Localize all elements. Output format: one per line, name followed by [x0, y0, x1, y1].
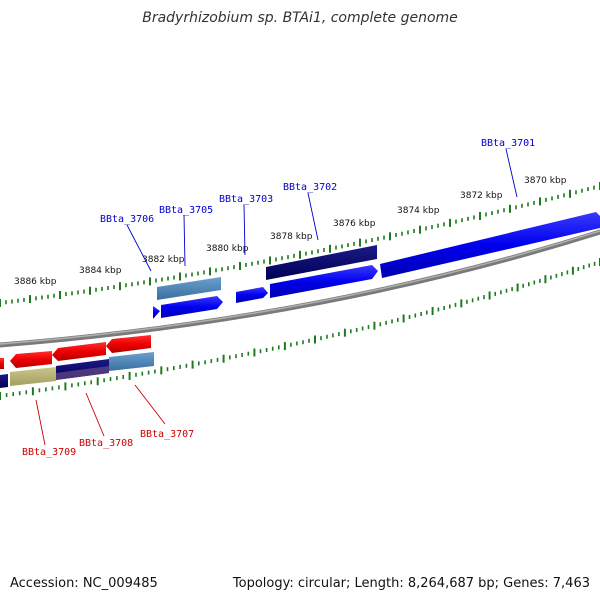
- scale-label-3876: 3876 kbp: [333, 219, 376, 229]
- gene-bar-3709[interactable]: [10, 367, 56, 386]
- reverse-strand: [0, 335, 154, 388]
- tick-row-forward: [0, 182, 600, 307]
- genome-backbone-highlight: [0, 230, 600, 345]
- leader-3709: [35, 399, 46, 446]
- leader-3707: [134, 384, 166, 425]
- gene-bar-3708-red[interactable]: [52, 342, 106, 361]
- gene-label-3708[interactable]: BBta_3708: [79, 438, 133, 449]
- forward-strand: [153, 212, 600, 319]
- genome-summary-text: Topology: circular; Length: 8,264,687 bp…: [232, 576, 590, 591]
- gene-bar-forward-navy[interactable]: [266, 245, 377, 280]
- gene-bar-forward-upper[interactable]: [270, 265, 378, 298]
- gene-label-3703[interactable]: BBta_3703: [219, 194, 273, 205]
- gene-bar-forward-long[interactable]: [380, 212, 600, 278]
- accession-text: Accession: NC_009485: [10, 576, 158, 591]
- gene-bar-reverse-tip[interactable]: [0, 358, 4, 369]
- gene-bar-3705[interactable]: [157, 277, 221, 300]
- genome-backbone: [0, 229, 600, 348]
- scale-label-3884: 3884 kbp: [79, 266, 122, 276]
- gene-label-3705[interactable]: BBta_3705: [159, 205, 213, 216]
- gene-bar-lower-navy-edge[interactable]: [0, 374, 8, 388]
- scale-label-3874: 3874 kbp: [397, 206, 440, 216]
- leader-3708: [85, 392, 105, 437]
- scale-label-3878: 3878 kbp: [270, 232, 313, 242]
- leader-3701: [505, 148, 518, 198]
- map-title: Bradyrhizobium sp. BTAi1, complete genom…: [142, 10, 458, 26]
- leader-3706: [126, 224, 152, 272]
- gene-label-3702[interactable]: BBta_3702: [283, 182, 337, 193]
- tick-row-reverse: [0, 258, 600, 400]
- scale-label-3870: 3870 kbp: [524, 176, 567, 186]
- gene-bar-3706-tip[interactable]: [153, 306, 160, 319]
- gene-bar-3706[interactable]: [161, 296, 223, 318]
- gene-bar-3709-red[interactable]: [10, 351, 52, 368]
- scale-label-3872: 3872 kbp: [460, 191, 503, 201]
- scale-label-3882: 3882 kbp: [142, 255, 185, 265]
- scale-label-3886: 3886 kbp: [14, 277, 57, 287]
- gene-label-3701[interactable]: BBta_3701: [481, 138, 535, 149]
- gene-label-3706[interactable]: BBta_3706: [100, 214, 154, 225]
- gene-label-3709[interactable]: BBta_3709: [22, 447, 76, 458]
- leader-3705: [183, 214, 186, 267]
- scale-label-3880: 3880 kbp: [206, 244, 249, 254]
- leader-3702: [307, 192, 319, 241]
- gene-bar-3708-overlay[interactable]: [56, 366, 109, 380]
- leader-3703: [243, 204, 246, 256]
- gene-bar-3707-red[interactable]: [106, 335, 151, 353]
- gene-bar-3707[interactable]: [109, 352, 154, 371]
- gene-label-3707[interactable]: BBta_3707: [140, 429, 194, 440]
- gene-bar-forward-small[interactable]: [236, 287, 268, 303]
